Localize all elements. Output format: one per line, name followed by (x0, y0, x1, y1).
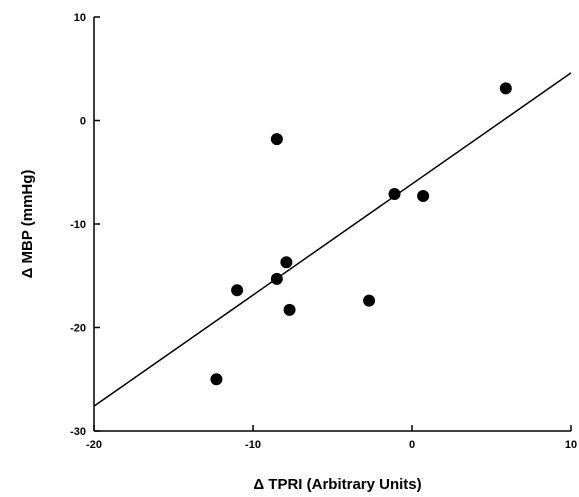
data-point (417, 190, 430, 203)
y-tick-label: -30 (70, 426, 86, 438)
x-axis-title: Δ TPRI (Arbitrary Units) (253, 476, 421, 493)
y-tick-label: -20 (70, 323, 86, 335)
y-tick-label: -10 (70, 219, 86, 231)
y-axis-title: Δ MBP (mmHg) (19, 170, 36, 279)
data-point (283, 303, 296, 316)
data-point (388, 187, 401, 200)
data-point (270, 272, 283, 285)
data-point (270, 133, 283, 146)
x-tick-label: 10 (565, 439, 577, 451)
x-tick-label: 0 (409, 439, 415, 451)
data-point (231, 284, 244, 297)
y-ticks: 10 0 -10 -20 -30 (70, 12, 100, 438)
x-ticks: -20 -10 0 10 (86, 425, 577, 451)
x-tick-label: -10 (245, 439, 261, 451)
x-tick-label: -20 (86, 439, 102, 451)
y-tick-label: 10 (74, 12, 86, 24)
regression-line (93, 72, 572, 407)
axes (93, 17, 571, 432)
data-point (210, 373, 223, 386)
data-points (210, 82, 512, 386)
y-tick-label: 0 (80, 116, 86, 128)
data-point (280, 256, 293, 269)
data-point (363, 294, 376, 307)
data-point (499, 82, 512, 95)
